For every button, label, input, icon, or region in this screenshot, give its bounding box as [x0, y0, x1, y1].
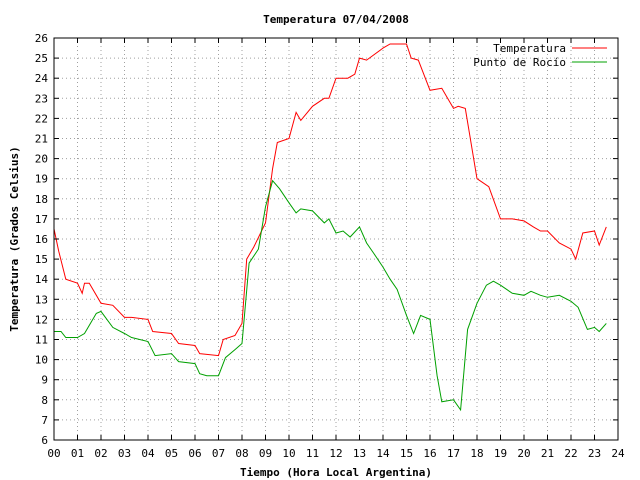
y-tick-label: 20	[35, 153, 48, 166]
y-tick-label: 10	[35, 354, 48, 367]
x-tick-label: 24	[611, 447, 625, 460]
y-tick-label: 13	[35, 293, 48, 306]
y-tick-label: 26	[35, 32, 48, 45]
x-tick-label: 07	[212, 447, 225, 460]
y-tick-label: 22	[35, 112, 48, 125]
y-tick-label: 6	[41, 434, 48, 447]
chart-title: Temperatura 07/04/2008	[263, 13, 409, 26]
y-tick-label: 11	[35, 334, 48, 347]
x-tick-label: 01	[71, 447, 84, 460]
y-tick-label: 7	[41, 414, 48, 427]
y-tick-label: 15	[35, 253, 48, 266]
legend-label: Punto de Rocío	[473, 56, 566, 69]
x-tick-labels: 00 01 02 03 04 05 06 07 08 09 10 11 12 13 14 15 16 17 18 19…	[47, 447, 625, 460]
x-tick-label: 00	[47, 447, 60, 460]
x-tick-label: 09	[259, 447, 272, 460]
x-tick-label: 21	[541, 447, 554, 460]
y-tick-label: 19	[35, 173, 48, 186]
x-tick-label: 16	[423, 447, 436, 460]
y-tick-label: 23	[35, 92, 48, 105]
x-tick-label: 10	[282, 447, 295, 460]
y-tick-label: 16	[35, 233, 48, 246]
x-tick-label: 03	[118, 447, 131, 460]
series-layer	[53, 43, 607, 412]
x-tick-label: 14	[376, 447, 390, 460]
y-tick-label: 25	[35, 52, 48, 65]
x-tick-label: 13	[353, 447, 366, 460]
x-tick-label: 17	[447, 447, 460, 460]
y-tick-label: 21	[35, 133, 48, 146]
y-tick-label: 17	[35, 213, 48, 226]
x-tick-label: 06	[188, 447, 201, 460]
grid	[54, 38, 618, 440]
x-tick-label: 18	[470, 447, 483, 460]
x-tick-label: 19	[494, 447, 507, 460]
x-tick-label: 05	[165, 447, 178, 460]
y-tick-label: 14	[35, 273, 49, 286]
legend-label: Temperatura	[493, 42, 566, 55]
y-tick-label: 18	[35, 193, 48, 206]
x-tick-label: 11	[306, 447, 319, 460]
series-line-punto-de-rocio	[54, 179, 607, 412]
x-tick-label: 02	[94, 447, 107, 460]
y-axis-label: Temperatura (Grados Celsius)	[8, 146, 21, 331]
series-line-temperatura	[53, 43, 607, 357]
x-tick-label: 22	[564, 447, 577, 460]
x-tick-label: 04	[141, 447, 155, 460]
y-tick-label: 9	[41, 374, 48, 387]
x-axis-label: Tiempo (Hora Local Argentina)	[240, 466, 432, 479]
x-tick-label: 15	[400, 447, 413, 460]
y-tick-label: 8	[41, 394, 48, 407]
y-tick-labels: 6 7 8 9 10 11 12 13 14 15 16 17 18 19 20 21 22 23 24 25 26	[35, 32, 49, 447]
y-tick-label: 24	[35, 72, 49, 85]
x-tick-label: 12	[329, 447, 342, 460]
x-tick-label: 20	[517, 447, 530, 460]
y-tick-label: 12	[35, 313, 48, 326]
x-tick-label: 23	[588, 447, 601, 460]
x-tick-label: 08	[235, 447, 248, 460]
ticks	[53, 37, 619, 441]
